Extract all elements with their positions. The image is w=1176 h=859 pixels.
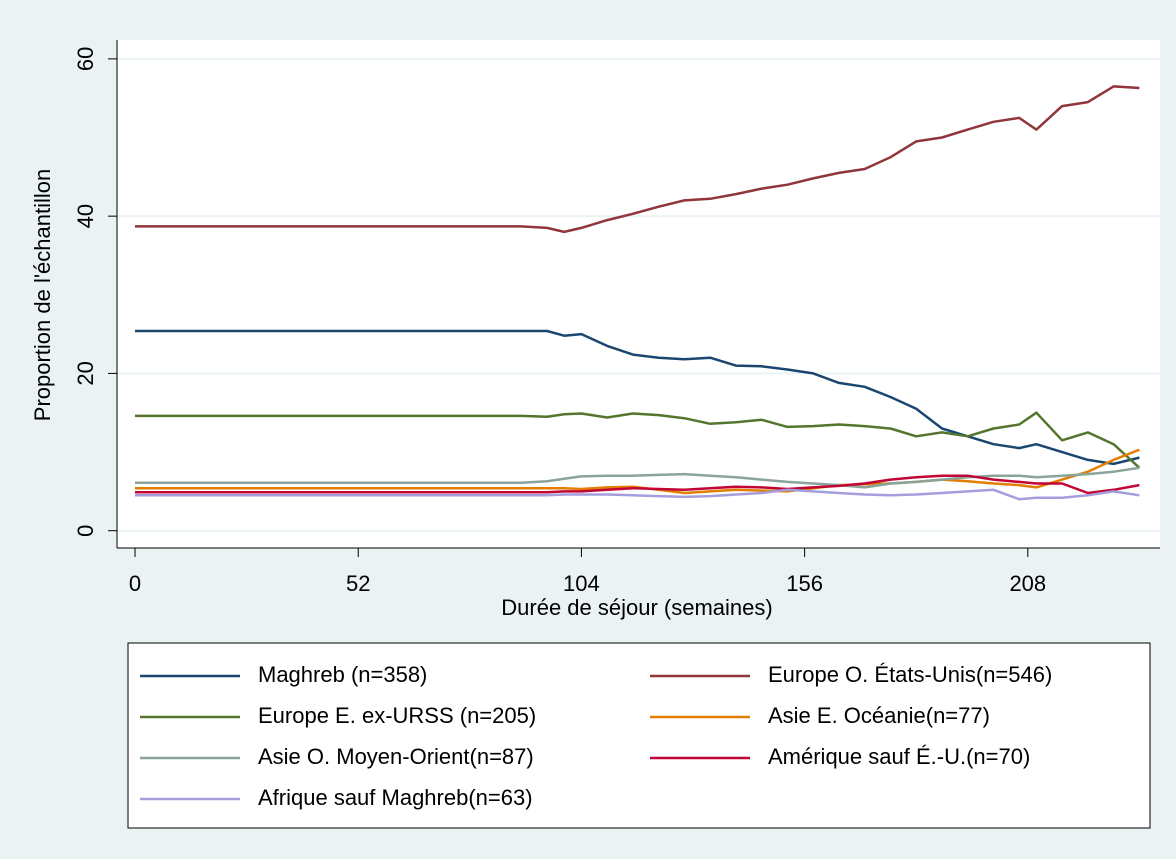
y-axis-title: Proportion de l'échantillon: [30, 169, 55, 421]
legend: [127, 642, 1151, 829]
y-tick-label: 40: [73, 204, 98, 228]
series-line: [135, 411, 1141, 469]
x-tick-label: 156: [786, 571, 823, 596]
legend-label: Asie E. Océanie(n=77): [768, 703, 990, 728]
legend-label: Maghreb (n=358): [258, 662, 427, 687]
series-line: [135, 329, 1140, 466]
series-line: [135, 474, 1140, 495]
legend-label: Afrique sauf Maghreb(n=63): [258, 785, 533, 810]
x-tick-label: 0: [129, 571, 141, 596]
legend-label: Amérique sauf É.-U.(n=70): [768, 744, 1030, 769]
y-tick-label: 0: [73, 525, 98, 537]
plot-area: [117, 40, 1160, 548]
series-line: [135, 85, 1140, 234]
legend-label: Asie O. Moyen-Orient(n=87): [258, 744, 534, 769]
series-line: [135, 488, 1140, 501]
series-line: [135, 466, 1140, 489]
y-tick-label: 60: [73, 47, 98, 71]
y-tick-label: 20: [73, 361, 98, 385]
x-tick-label: 52: [346, 571, 370, 596]
x-tick-label: 208: [1009, 571, 1046, 596]
x-axis-title: Durée de séjour (semaines): [501, 595, 772, 620]
legend-label: Europe O. États-Unis(n=546): [768, 662, 1052, 687]
x-tick-label: 104: [563, 571, 600, 596]
legend-label: Europe E. ex-URSS (n=205): [258, 703, 536, 728]
